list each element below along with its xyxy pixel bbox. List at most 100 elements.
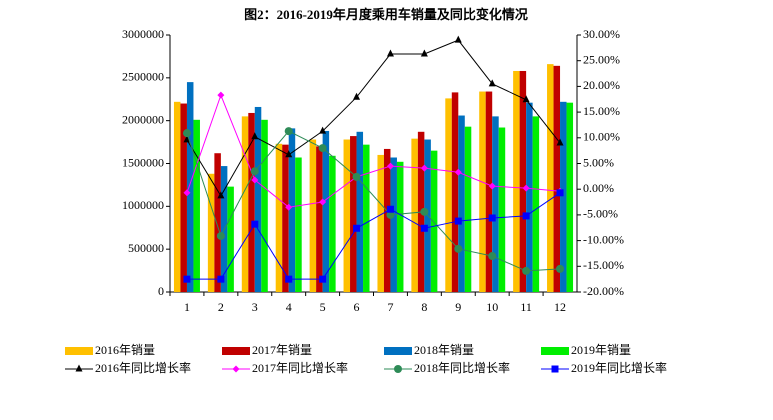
line-marker: [183, 189, 191, 197]
bar: [288, 128, 296, 292]
bar: [566, 102, 574, 292]
bar: [390, 157, 397, 292]
line-marker: [386, 210, 395, 219]
chart-title: 图2：2016-2019年月度乘用车销量及同比变化情况: [244, 7, 528, 22]
line-marker: [217, 91, 225, 99]
y-tick-label: 500000: [128, 241, 164, 255]
line: [186, 39, 561, 197]
line: [186, 192, 561, 280]
y2-tick-label: 30.00%: [583, 27, 620, 41]
y2-tick-label: 15.00%: [583, 104, 620, 118]
bar: [411, 138, 418, 292]
legend-label: 2017年销量: [252, 343, 312, 357]
line-marker: [386, 162, 394, 170]
line-marker: [285, 150, 293, 158]
bar: [180, 103, 187, 293]
y2-tick-label: 10.00%: [583, 130, 620, 144]
line-marker: [556, 264, 565, 273]
x-tick-label: 2: [218, 300, 224, 314]
line-marker: [251, 220, 259, 228]
line-marker: [232, 365, 240, 373]
bar: [377, 154, 384, 292]
y2-tick-label: 5.00%: [583, 155, 614, 169]
bar: [458, 115, 465, 292]
line-marker: [386, 49, 394, 57]
legend-swatch: [222, 347, 250, 355]
legend-label: 2017年同比增长率: [252, 360, 348, 375]
line-marker: [183, 275, 191, 283]
line-marker: [251, 132, 259, 140]
bar: [227, 186, 234, 292]
bar: [396, 161, 404, 292]
legend-label: 2019年同比增长率: [571, 360, 667, 375]
line-marker: [420, 49, 428, 57]
y-tick-label: 1500000: [122, 155, 164, 169]
line: [186, 93, 561, 208]
x-tick-label: 12: [554, 300, 566, 314]
x-tick-label: 11: [520, 300, 532, 314]
legend-label: 2019年销量: [571, 343, 631, 357]
y-tick-label: 1000000: [122, 198, 164, 212]
legend-swatch: [541, 347, 569, 355]
bar: [329, 155, 336, 292]
bar: [519, 70, 527, 292]
x-tick-label: 1: [184, 300, 190, 314]
line-marker: [454, 244, 463, 253]
x-tick-label: 8: [421, 300, 427, 314]
line-marker: [556, 138, 564, 146]
bar: [560, 101, 567, 292]
line-marker: [551, 365, 559, 373]
bar: [254, 106, 262, 293]
line-marker: [217, 191, 225, 199]
legend-label: 2016年同比增长率: [95, 360, 191, 375]
line-marker: [394, 365, 402, 373]
bar: [275, 143, 283, 292]
line-marker: [284, 127, 293, 136]
line-marker: [183, 135, 191, 143]
bar: [553, 65, 561, 292]
bar: [248, 112, 255, 292]
bar: [451, 92, 459, 292]
bar: [383, 148, 391, 292]
bar: [322, 130, 330, 292]
x-tick-label: 3: [252, 300, 258, 314]
legend-label: 2016年销量: [95, 343, 155, 357]
line-marker: [75, 364, 83, 372]
line-marker: [420, 207, 429, 216]
bar: [526, 102, 533, 292]
y2-tick-label: -20.00%: [583, 284, 624, 298]
bar: [207, 173, 215, 292]
line-marker: [522, 212, 530, 220]
y-tick-label: 3000000: [122, 27, 164, 41]
x-tick-label: 9: [455, 300, 461, 314]
line-marker: [522, 266, 531, 275]
line-marker: [182, 129, 191, 138]
line-marker: [352, 172, 361, 181]
bar: [173, 101, 181, 292]
bar: [282, 144, 289, 292]
bar: [295, 157, 302, 292]
line-marker: [488, 252, 497, 261]
y-tick-label: 0: [158, 284, 164, 298]
line-marker: [217, 275, 225, 283]
bar: [547, 64, 554, 292]
line-marker: [251, 176, 259, 184]
legend-label: 2018年同比增长率: [414, 360, 510, 375]
line-marker: [488, 182, 496, 190]
line-marker: [454, 217, 462, 225]
line-marker: [386, 205, 394, 213]
y2-tick-label: 0.00%: [583, 181, 614, 195]
line-marker: [285, 275, 293, 283]
bar: [492, 116, 499, 292]
line: [186, 130, 561, 272]
bar: [479, 91, 486, 292]
y-tick-label: 2000000: [122, 112, 164, 126]
bar: [356, 131, 364, 292]
x-tick-label: 5: [320, 300, 326, 314]
line-marker: [488, 214, 496, 222]
bar: [350, 136, 357, 292]
bar: [498, 127, 506, 293]
bar: [485, 91, 493, 292]
x-tick-label: 7: [387, 300, 393, 314]
